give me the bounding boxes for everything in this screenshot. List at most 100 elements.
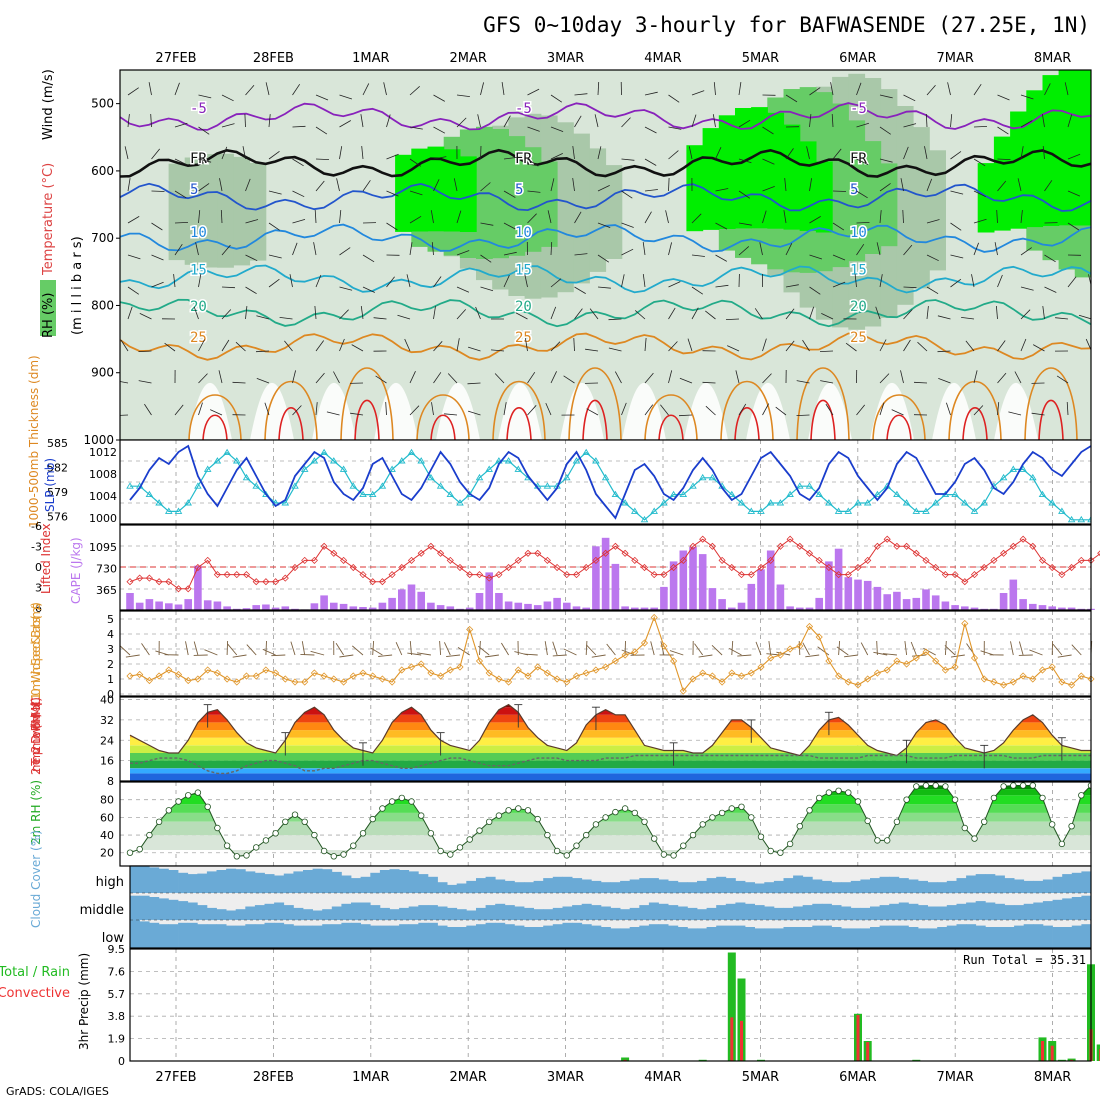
cape-bar <box>271 607 280 610</box>
cape-bar <box>504 601 513 610</box>
wind10m-speed-point <box>1048 663 1056 671</box>
precip-tick-label: 0 <box>118 1055 125 1068</box>
wind-barb <box>527 158 539 167</box>
wind-barb <box>597 254 610 263</box>
warm-contour <box>796 367 850 440</box>
rh2m-point <box>1029 782 1036 789</box>
wind-barb <box>950 254 964 259</box>
isotherm-label: 20 <box>190 299 207 315</box>
thickness-point <box>368 490 377 498</box>
lifted-index-point <box>534 549 542 557</box>
wind-barb <box>900 178 904 192</box>
wind-barb <box>668 242 672 256</box>
cloud-low-cell <box>1014 925 1025 948</box>
wind-barb <box>195 242 199 256</box>
cloud-high-cell <box>697 880 707 894</box>
precip-total-bar <box>621 1057 630 1061</box>
wind-barb <box>973 190 986 198</box>
rh-band-0 <box>217 153 234 268</box>
wind-barb <box>550 126 564 132</box>
wind-barb <box>256 315 270 320</box>
thickness-point <box>893 490 901 498</box>
cape-bar <box>339 603 348 610</box>
wind-barb <box>1055 317 1069 320</box>
wind10m-speed-point <box>611 657 619 665</box>
wind-barb <box>467 346 481 352</box>
cloud-high-cell <box>985 874 996 893</box>
wind-barb <box>621 402 627 416</box>
temp-tick-label: 24 <box>100 734 114 747</box>
wind-barb <box>313 242 317 256</box>
rh2m-point <box>369 815 376 823</box>
thickness-point <box>873 490 882 498</box>
lifted-index-point <box>1068 563 1076 572</box>
lifted-index-point <box>718 556 726 564</box>
wind10m-barb <box>860 642 869 656</box>
wind10m-speed-point <box>281 675 289 683</box>
lifted-index-point <box>961 578 969 586</box>
cloud-middle-cell <box>687 907 698 921</box>
slp-label: SLP (mb) <box>43 458 57 512</box>
wind10m-barb <box>290 641 296 656</box>
wind10m-speed-point <box>1000 681 1008 689</box>
rh-band-2 <box>395 154 412 232</box>
wind-barb <box>821 313 834 320</box>
isotherm-FR <box>120 148 1091 178</box>
cloud-middle-cell <box>898 902 909 921</box>
wind10m-speed-point <box>1029 675 1037 683</box>
thickness-tick-label: 576 <box>47 511 68 524</box>
wind-barb <box>856 222 870 224</box>
cloud-middle-cell <box>1033 902 1044 921</box>
wind-barb <box>527 213 537 224</box>
date-label-bottom: 6MAR <box>839 1070 876 1085</box>
rh2m-point <box>476 827 483 834</box>
wind10m-speed-point <box>980 675 988 683</box>
wind10m-speed-point <box>708 672 716 680</box>
temp-band <box>130 768 1091 774</box>
wind-barb <box>785 284 799 288</box>
cloud-middle-cell <box>226 910 237 920</box>
wind-barb <box>738 190 751 199</box>
cloud-high-cell <box>994 875 1005 894</box>
wind10m-speed-point <box>165 666 173 674</box>
lifted-index-point <box>136 574 144 582</box>
cloud-high-cell <box>187 874 198 893</box>
cape-bar <box>601 537 610 611</box>
cloud-middle-cell <box>254 905 265 920</box>
wind-barb <box>292 219 306 224</box>
wind-barb <box>550 371 557 384</box>
cloud-low-cell <box>562 922 573 948</box>
lifted-index-point <box>621 549 629 557</box>
lifted-index-point <box>631 556 639 564</box>
wind-barb <box>903 94 916 102</box>
wind-barb <box>494 373 505 384</box>
thickness-point <box>1067 515 1076 523</box>
wind-barb <box>688 146 693 160</box>
lifted-index-point <box>786 535 794 543</box>
wind-barb <box>950 151 962 160</box>
wind-barb <box>480 222 494 226</box>
wind10m-barb <box>882 653 897 656</box>
wind-barb <box>762 210 767 224</box>
wind-barb <box>809 114 812 128</box>
thickness-point <box>757 507 765 514</box>
rh2m-point <box>922 782 930 789</box>
cloud-low-cell <box>504 924 515 948</box>
wind10m-speed-point <box>786 645 794 653</box>
cloud-middle-cell <box>216 909 227 920</box>
hot-contour <box>962 407 988 440</box>
precip-legend-total-rain: Total / Rain <box>0 965 70 980</box>
wind-barb <box>221 94 234 102</box>
precip-convective-bar <box>1041 1041 1044 1061</box>
wind-barb <box>1020 146 1024 160</box>
cloud-high-cell <box>773 880 784 894</box>
rh-band-1 <box>832 103 849 268</box>
cape-bar <box>242 608 251 610</box>
thickness-point <box>378 482 387 489</box>
wind-barb <box>477 114 481 128</box>
cloud-low-cell <box>860 928 871 948</box>
lifted-index-point <box>437 549 445 557</box>
wind10m-speed-point <box>912 654 920 662</box>
lifted-index-point <box>398 563 406 572</box>
wind-barb <box>574 253 588 256</box>
